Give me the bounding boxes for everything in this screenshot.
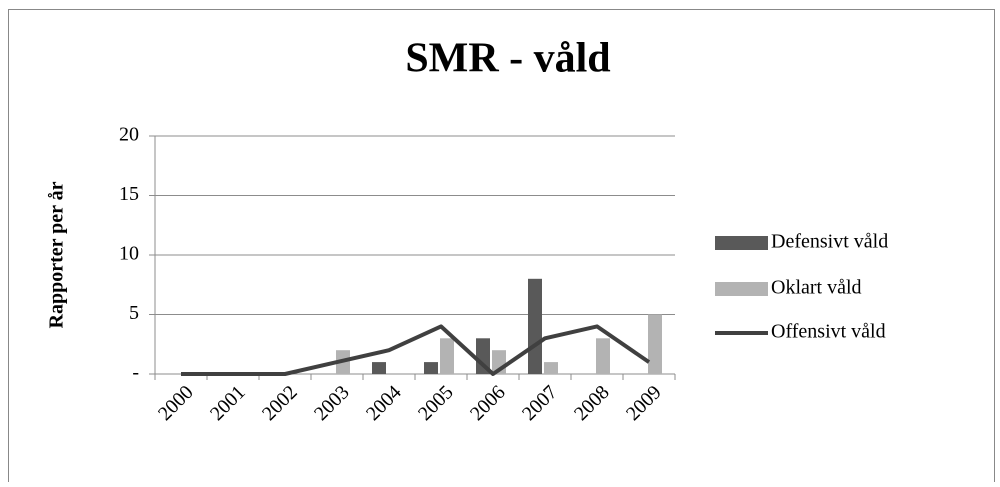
legend-swatch	[715, 282, 768, 296]
y-axis-label: Rapporter per år	[46, 181, 68, 328]
bar	[424, 362, 438, 374]
bar	[648, 314, 662, 374]
y-tick-label: 5	[129, 302, 139, 324]
legend-label: Defensivt våld	[771, 231, 888, 253]
bar	[528, 278, 542, 374]
legend-label: Oklart våld	[771, 277, 862, 299]
y-tick-label: 20	[119, 124, 139, 146]
y-tick-label: 10	[119, 243, 139, 265]
y-tick-label: 15	[119, 183, 139, 205]
bar	[372, 362, 386, 374]
bar	[476, 338, 490, 374]
legend-label: Offensivt våld	[771, 321, 886, 343]
y-tick-label: -	[132, 362, 139, 384]
chart-border	[8, 9, 995, 487]
bar	[596, 338, 610, 374]
chart-title: SMR - våld	[405, 36, 610, 82]
bar	[440, 338, 454, 374]
line-series	[181, 324, 651, 376]
bar	[544, 362, 558, 374]
legend-swatch	[715, 236, 768, 250]
